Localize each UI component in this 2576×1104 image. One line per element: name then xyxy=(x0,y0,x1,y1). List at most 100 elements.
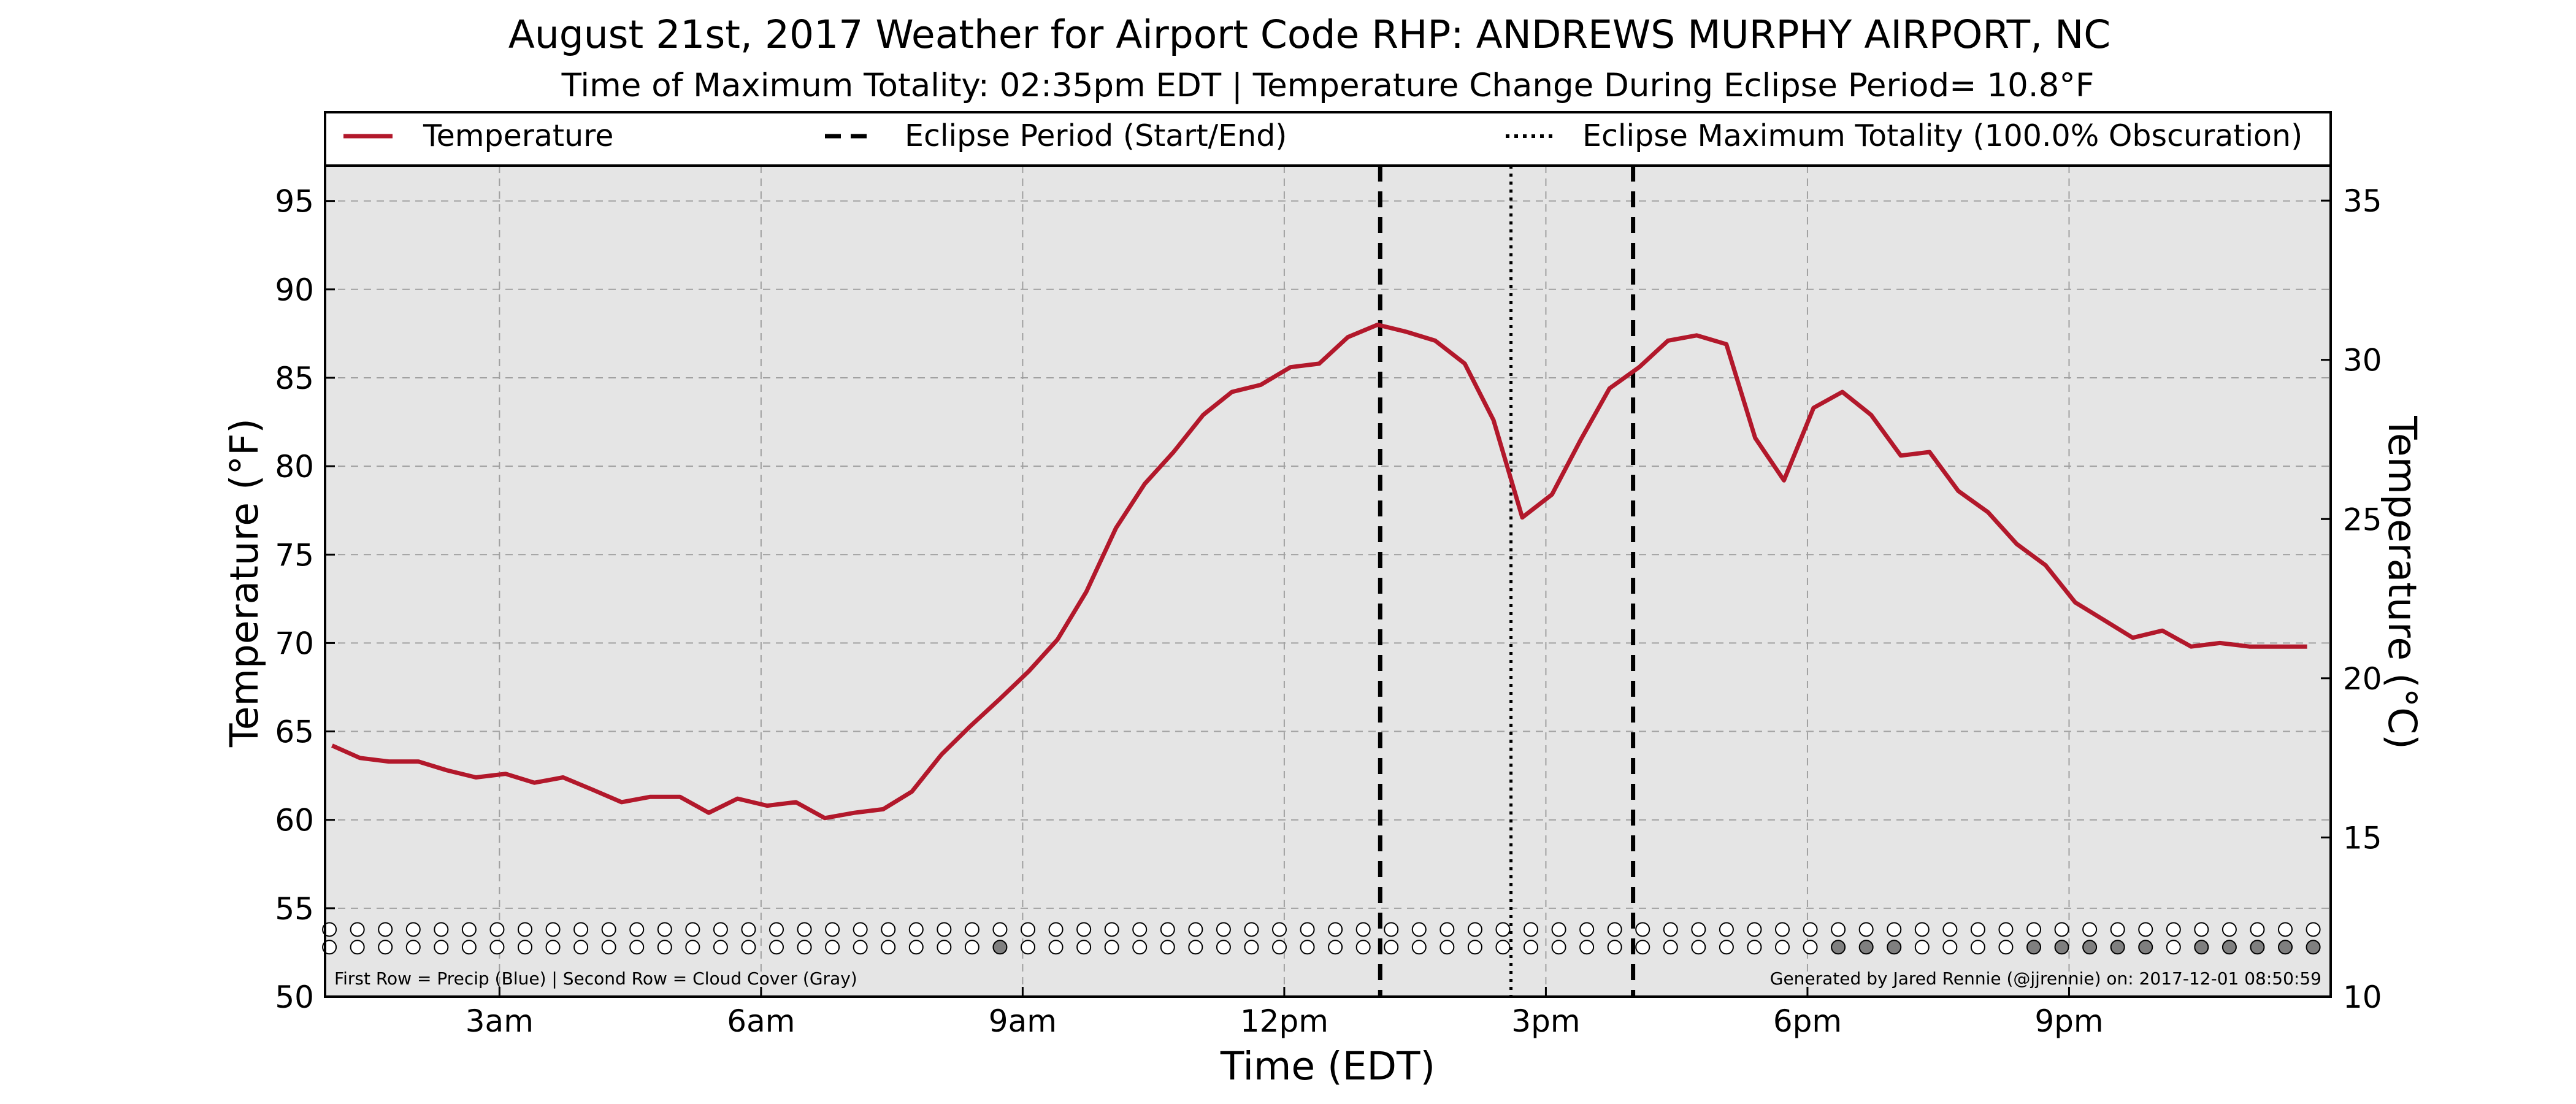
y-tick-label-left: 75 xyxy=(275,537,314,573)
precip-indicator xyxy=(853,922,868,937)
y-tick-label-right: 20 xyxy=(2343,661,2382,697)
cloud-cover-indicator xyxy=(1467,940,1482,955)
precip-indicator xyxy=(2250,922,2265,937)
plot-area xyxy=(325,166,2331,997)
cloud-cover-indicator xyxy=(2026,940,2042,955)
precip-indicator xyxy=(2194,922,2209,937)
axis-ticks: 50 55 60 65 70 75 80 85 90 95 10 15 20 25 30 35 3am 6am 9a… xyxy=(275,183,2382,1039)
cloud-cover-indicator xyxy=(1355,940,1371,955)
y-tick-label-right: 30 xyxy=(2343,343,2382,378)
x-tick-label: 12pm xyxy=(1240,1003,1328,1039)
cloud-cover-indicator xyxy=(2138,940,2153,955)
cloud-cover-indicator xyxy=(685,940,700,955)
cloud-cover-indicator xyxy=(2110,940,2125,955)
cloud-cover-indicator xyxy=(741,940,756,955)
x-axis-label: Time (EDT) xyxy=(1220,1044,1435,1089)
y-tick-label-left: 85 xyxy=(275,361,314,396)
cloud-cover-indicator xyxy=(853,940,868,955)
legend-max-totality-label: Eclipse Maximum Totality (100.0% Obscura… xyxy=(1582,118,2302,153)
cloud-cover-indicator xyxy=(2194,940,2209,955)
cloud-cover-indicator xyxy=(1524,940,1539,955)
cloud-cover-indicator xyxy=(405,940,421,955)
precip-indicator xyxy=(2221,922,2237,937)
cloud-cover-indicator xyxy=(1635,940,1650,955)
x-tick-label: 3pm xyxy=(1511,1003,1580,1039)
precip-indicator xyxy=(1076,922,1092,937)
chart-title: August 21st, 2017 Weather for Airport Co… xyxy=(508,12,2111,57)
precip-indicator xyxy=(657,922,672,937)
precip-indicator xyxy=(601,922,616,937)
y-tick-label-right: 10 xyxy=(2343,979,2382,1015)
cloud-cover-indicator xyxy=(601,940,616,955)
gridlines xyxy=(325,166,2331,997)
cloud-cover-indicator xyxy=(1607,940,1622,955)
precip-indicator xyxy=(797,922,812,937)
precip-indicator xyxy=(573,922,589,937)
precip-indicator xyxy=(1384,922,1399,937)
precip-indicator xyxy=(489,922,505,937)
temperature-series xyxy=(331,323,2307,821)
precip-indicator xyxy=(1579,922,1595,937)
cloud-cover-indicator xyxy=(1579,940,1595,955)
y-tick-label-right: 25 xyxy=(2343,502,2382,537)
precip-indicator xyxy=(1467,922,1482,937)
cloud-cover-indicator xyxy=(1887,940,1902,955)
y-tick-label-left: 70 xyxy=(275,626,314,661)
precip-indicator xyxy=(517,922,532,937)
cloud-cover-indicator xyxy=(378,940,393,955)
cloud-cover-indicator xyxy=(825,940,840,955)
precip-indicator xyxy=(769,922,784,937)
precip-indicator xyxy=(1328,922,1343,937)
cloud-cover-indicator xyxy=(1663,940,1678,955)
cloud-cover-indicator xyxy=(992,940,1008,955)
cloud-cover-indicator xyxy=(1384,940,1399,955)
precip-indicator xyxy=(405,922,421,937)
precip-indicator xyxy=(1831,922,1846,937)
cloud-cover-indicator xyxy=(1300,940,1315,955)
cloud-cover-indicator xyxy=(2082,940,2098,955)
y-axis-label-right: Temperature (°C) xyxy=(2380,415,2425,749)
precip-indicator xyxy=(1803,922,1818,937)
precip-indicator xyxy=(1104,922,1119,937)
cloud-cover-indicator xyxy=(2250,940,2265,955)
precip-indicator xyxy=(1132,922,1148,937)
cloud-cover-indicator xyxy=(1747,940,1762,955)
y-tick-label-left: 65 xyxy=(275,715,314,750)
cloud-cover-indicator xyxy=(461,940,477,955)
cloud-cover-indicator xyxy=(1272,940,1287,955)
precip-indicator xyxy=(964,922,979,937)
precip-indicator xyxy=(1244,922,1259,937)
cloud-cover-indicator xyxy=(1719,940,1734,955)
y-axis-label-left: Temperature (°F) xyxy=(222,418,267,748)
cloud-cover-indicator xyxy=(1132,940,1148,955)
precip-indicator xyxy=(1998,922,2014,937)
precip-indicator xyxy=(629,922,645,937)
cloud-cover-indicator xyxy=(1775,940,1790,955)
cloud-cover-indicator xyxy=(1691,940,1706,955)
precip-indicator xyxy=(1775,922,1790,937)
chart-subtitle: Time of Maximum Totality: 02:35pm EDT | … xyxy=(561,67,2095,104)
precip-indicator xyxy=(545,922,561,937)
precip-indicator xyxy=(1021,922,1036,937)
precip-indicator xyxy=(881,922,896,937)
x-tick-label: 6am xyxy=(727,1003,795,1039)
cloud-cover-indicator xyxy=(1970,940,1985,955)
precip-indicator xyxy=(1691,922,1706,937)
precip-indicator xyxy=(2082,922,2098,937)
footnote-right: Generated by Jared Rennie (@jjrennie) on… xyxy=(1770,968,2321,989)
precip-indicator xyxy=(937,922,952,937)
precip-indicator xyxy=(1160,922,1175,937)
cloud-cover-indicator xyxy=(1328,940,1343,955)
cloud-cover-indicator xyxy=(2306,940,2321,955)
precip-indicator xyxy=(1411,922,1427,937)
cloud-cover-indicator xyxy=(1188,940,1203,955)
precip-indicator xyxy=(1858,922,1874,937)
indicator-rows xyxy=(322,922,2321,955)
cloud-cover-indicator xyxy=(1439,940,1455,955)
precip-indicator xyxy=(685,922,700,937)
precip-indicator xyxy=(1048,922,1064,937)
y-tick-label-left: 80 xyxy=(275,449,314,485)
cloud-cover-indicator xyxy=(1411,940,1427,955)
footnote-left: First Row = Precip (Blue) | Second Row =… xyxy=(334,968,857,989)
